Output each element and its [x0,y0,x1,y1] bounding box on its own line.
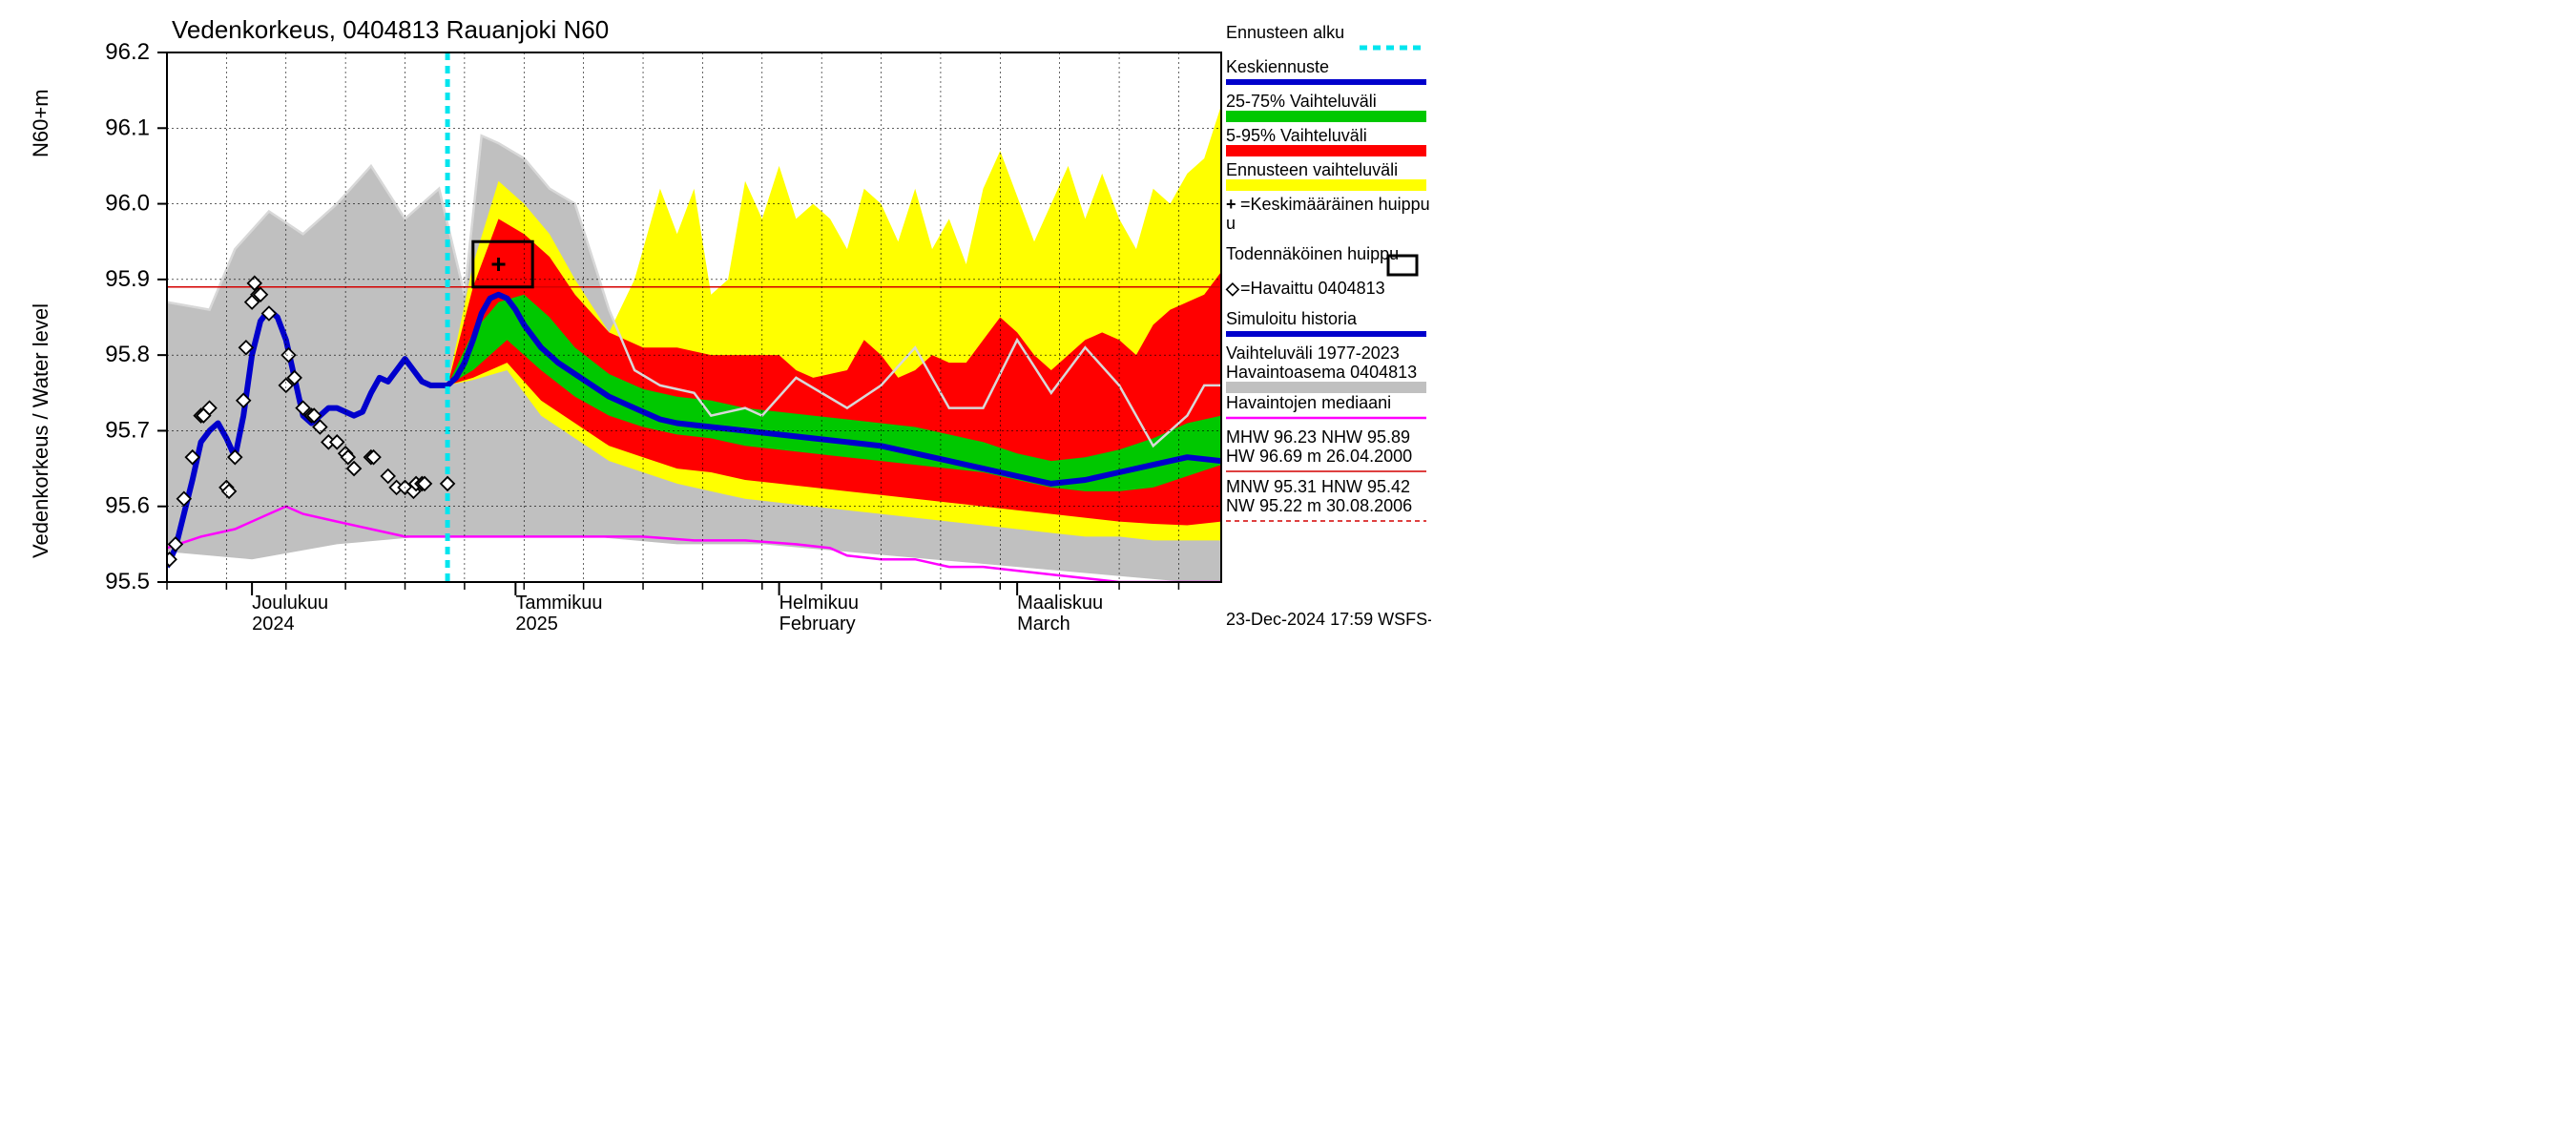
legend-prefix: ◇ [1225,279,1240,298]
footer-timestamp: 23-Dec-2024 17:59 WSFS-O [1226,610,1431,629]
ytick-label: 95.6 [105,493,150,519]
legend-label: u [1226,214,1236,233]
water-level-chart: 95.5 95.6 95.7 95.8 95.9 96.0 96.1 96.2 Joulukuu… [0,0,1431,636]
legend-label: =Keskimääräinen huippu [1240,195,1430,214]
month-label: Helmikuu [779,593,859,614]
legend-label: Ennusteen vaihteluväli [1226,160,1398,179]
ytick-label: 96.1 [105,114,150,140]
legend-label: MNW 95.31 HNW 95.42 [1226,477,1410,496]
month-sublabel: March [1017,614,1070,635]
month-label: Joulukuu [252,593,328,614]
legend-label: Vaihteluväli 1977-2023 [1226,344,1400,363]
legend-label: MHW 96.23 NHW 95.89 [1226,427,1410,447]
legend-label: 5-95% Vaihteluväli [1226,126,1367,145]
ytick-label: 95.5 [105,569,150,594]
legend-label: 25-75% Vaihteluväli [1226,92,1377,111]
legend-label: Havaintoasema 0404813 [1226,363,1417,382]
ytick-label: 95.9 [105,266,150,292]
legend-label: Ennusteen alku [1226,23,1344,42]
legend-prefix: + [1226,195,1236,214]
legend-label: NW 95.22 m 30.08.2006 [1226,496,1412,515]
month-label: Tammikuu [515,593,602,614]
ytick-label: 95.7 [105,417,150,443]
month-sublabel: 2024 [252,614,295,635]
legend-label: Todennäköinen huippu [1226,244,1399,263]
legend-label: HW 96.69 m 26.04.2000 [1226,447,1412,466]
ytick-label: 95.8 [105,342,150,367]
y-axis-unit: N60+m [29,89,52,157]
month-sublabel: 2025 [515,614,558,635]
y-axis-label: Vedenkorkeus / Water level [29,303,52,558]
legend-label: =Havaittu 0404813 [1240,279,1385,298]
legend-label: Simuloitu historia [1226,309,1358,328]
legend-label: Havaintojen mediaani [1226,393,1391,412]
month-sublabel: February [779,614,856,635]
ytick-label: 96.2 [105,39,150,65]
legend-label: Keskiennuste [1226,57,1329,76]
chart-title: Vedenkorkeus, 0404813 Rauanjoki N60 [172,15,609,44]
ytick-label: 96.0 [105,191,150,217]
month-label: Maaliskuu [1017,593,1103,614]
